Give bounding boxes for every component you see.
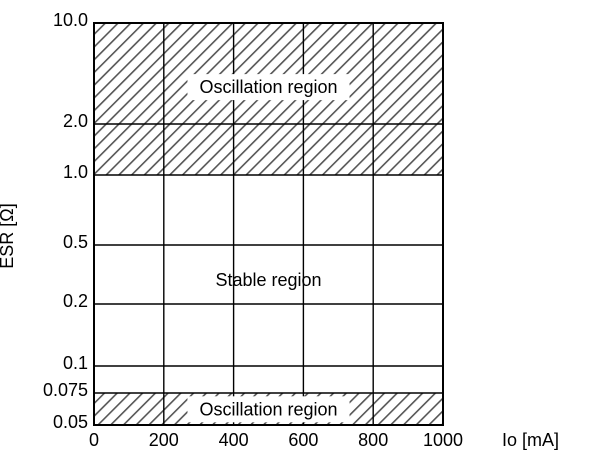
x-tick-label: 400 xyxy=(219,430,249,450)
y-tick-label: 0.5 xyxy=(63,232,88,252)
x-tick-label: 1000 xyxy=(423,430,463,450)
grid-layer xyxy=(94,23,443,425)
ticks-layer: 0 200 400 600 800 1000 10.0 2.0 1.0 0.5 0.2 0.1 0.07… xyxy=(43,10,463,450)
y-tick-label: 0.05 xyxy=(53,412,88,432)
region-label-0: Oscillation region xyxy=(199,77,337,97)
y-tick-label: 0.1 xyxy=(63,353,88,373)
y-tick-label: 2.0 xyxy=(63,111,88,131)
y-tick-label: 0.075 xyxy=(43,380,88,400)
x-tick-label: 0 xyxy=(89,430,99,450)
frame-layer xyxy=(93,22,444,426)
plot-frame xyxy=(93,22,444,426)
labels-layer: Oscillation region Stable region Oscillati… xyxy=(187,74,350,423)
x-tick-label: 800 xyxy=(358,430,388,450)
y-tick-label: 10.0 xyxy=(53,10,88,30)
region-label-background-2 xyxy=(187,396,350,423)
x-tick-label: 200 xyxy=(149,430,179,450)
region-label-background-0 xyxy=(187,74,350,101)
x-axis-title: Io [mA] xyxy=(502,430,559,450)
region-label-1: Stable region xyxy=(215,270,321,290)
y-tick-label: 1.0 xyxy=(63,162,88,182)
y-axis-title: ESR [Ω] xyxy=(0,203,17,268)
region-label-2: Oscillation region xyxy=(199,399,337,419)
x-tick-label: 600 xyxy=(288,430,318,450)
y-tick-label: 0.2 xyxy=(63,291,88,311)
